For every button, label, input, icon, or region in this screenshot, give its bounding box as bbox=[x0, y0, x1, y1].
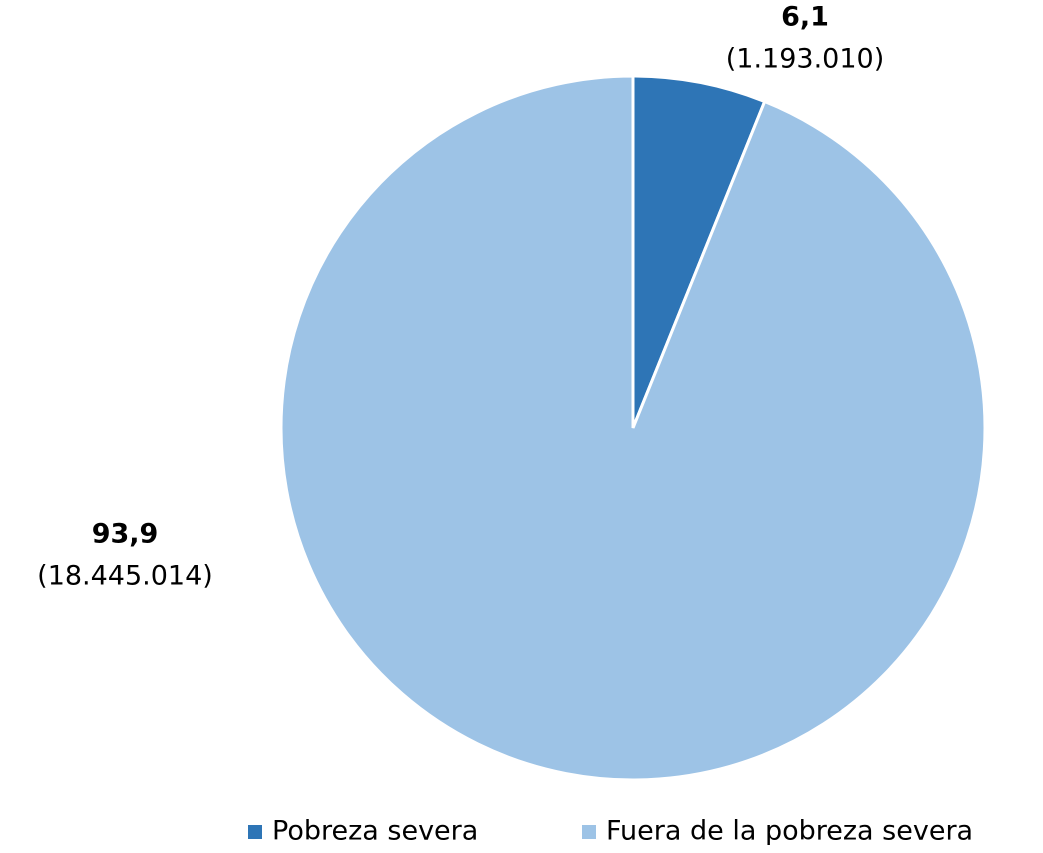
data-label: 6,1 bbox=[781, 2, 829, 33]
pie-slice bbox=[631, 74, 767, 429]
data-label: 93,9 bbox=[92, 519, 159, 550]
legend-swatch bbox=[582, 825, 596, 839]
pie-slice bbox=[279, 74, 987, 782]
legend-swatch bbox=[248, 825, 262, 839]
legend-label: Pobreza severa bbox=[272, 816, 478, 847]
legend-label: Fuera de la pobreza severa bbox=[606, 816, 973, 847]
count-label: (1.193.010) bbox=[726, 44, 884, 75]
count-label: (18.445.014) bbox=[37, 561, 213, 592]
